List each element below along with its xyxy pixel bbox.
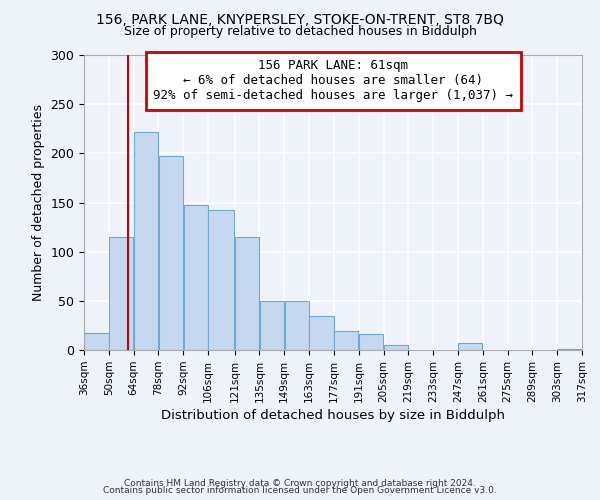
Bar bbox=[134, 132, 158, 350]
Text: 156 PARK LANE: 61sqm
← 6% of detached houses are smaller (64)
92% of semi-detach: 156 PARK LANE: 61sqm ← 6% of detached ho… bbox=[153, 60, 513, 102]
Bar bbox=[284, 301, 309, 350]
Bar bbox=[359, 334, 383, 350]
Bar bbox=[208, 210, 235, 350]
Bar bbox=[384, 345, 408, 350]
Bar bbox=[235, 237, 259, 350]
Bar bbox=[334, 332, 358, 350]
Bar bbox=[84, 334, 109, 350]
Bar bbox=[557, 349, 582, 350]
Text: Contains public sector information licensed under the Open Government Licence v3: Contains public sector information licen… bbox=[103, 486, 497, 495]
Text: 156, PARK LANE, KNYPERSLEY, STOKE-ON-TRENT, ST8 7BQ: 156, PARK LANE, KNYPERSLEY, STOKE-ON-TRE… bbox=[96, 12, 504, 26]
Bar bbox=[458, 343, 482, 350]
X-axis label: Distribution of detached houses by size in Biddulph: Distribution of detached houses by size … bbox=[161, 409, 505, 422]
Bar bbox=[310, 316, 334, 350]
Bar bbox=[184, 206, 208, 350]
Bar bbox=[109, 237, 133, 350]
Text: Size of property relative to detached houses in Biddulph: Size of property relative to detached ho… bbox=[124, 25, 476, 38]
Text: Contains HM Land Registry data © Crown copyright and database right 2024.: Contains HM Land Registry data © Crown c… bbox=[124, 478, 476, 488]
Bar bbox=[260, 301, 284, 350]
Y-axis label: Number of detached properties: Number of detached properties bbox=[32, 104, 45, 301]
Bar bbox=[158, 156, 183, 350]
